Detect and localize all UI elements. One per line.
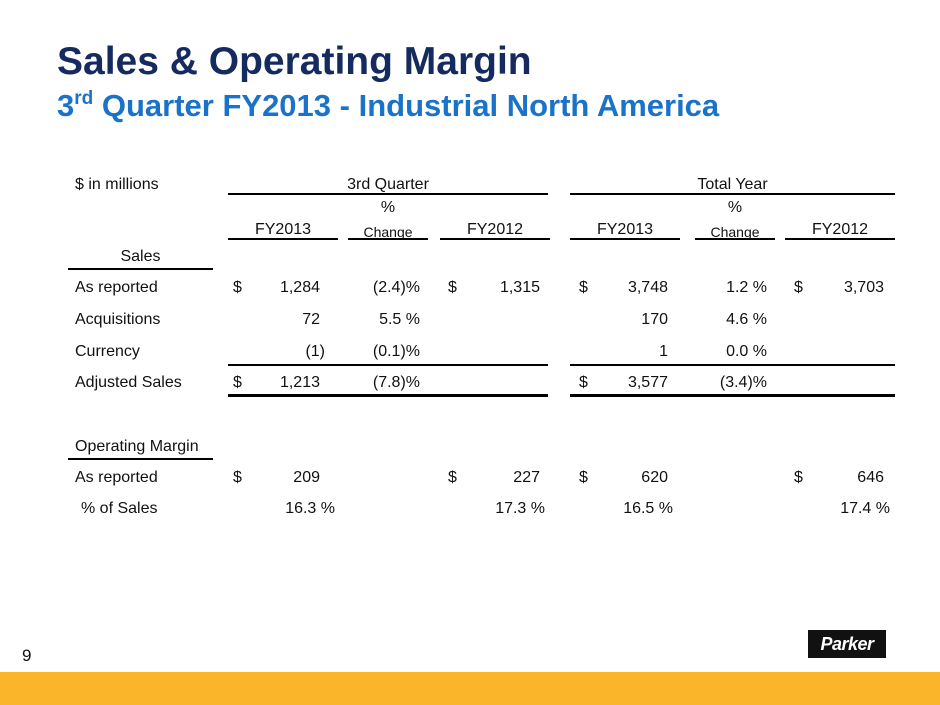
row-label: % of Sales	[81, 500, 158, 517]
col-q-pct-bottom: Change	[363, 224, 413, 240]
row-label: As reported	[75, 469, 158, 486]
dollar-sign: $	[794, 279, 803, 296]
row-label: Currency	[75, 343, 140, 360]
dollar-sign: $	[579, 279, 588, 296]
col-underline	[440, 238, 550, 240]
col-underline	[695, 238, 775, 240]
cell-q13: 72	[302, 311, 320, 328]
total-line	[570, 394, 895, 397]
dollar-sign: $	[448, 279, 457, 296]
cell-ychg: 0.0 %	[726, 343, 767, 360]
cell-q13: 209	[293, 469, 320, 486]
section-underline	[68, 268, 213, 270]
cell-qchg: (7.8)%	[372, 374, 420, 391]
dollar-sign: $	[579, 374, 588, 391]
dollar-sign: $	[579, 469, 588, 486]
cell-y13: 3,577	[627, 374, 668, 391]
section-sales: Sales	[120, 248, 161, 265]
cell-y13: 170	[641, 311, 668, 328]
cell-qchg: (0.1)%	[372, 343, 420, 360]
page-subtitle: 3rd Quarter FY2013 - Industrial North Am…	[57, 88, 719, 124]
cell-q13: (1)	[305, 343, 325, 360]
cell-q12: 1,315	[499, 279, 540, 296]
page-title: Sales & Operating Margin	[57, 40, 532, 83]
section-underline	[68, 458, 213, 460]
col-q-fy2013: FY2013	[254, 221, 312, 238]
col-underline	[785, 238, 895, 240]
parker-logo: Parker	[808, 630, 886, 658]
subtotal-line	[228, 364, 548, 366]
cell-ychg: 1.2 %	[726, 279, 767, 296]
col-q-fy2012: FY2012	[466, 221, 524, 238]
col-y-pct-top: %	[727, 199, 743, 216]
row-label: Acquisitions	[75, 311, 161, 328]
footer-bar	[0, 672, 940, 705]
col-y-fy2012: FY2012	[811, 221, 869, 238]
cell-ychg: 4.6 %	[726, 311, 767, 328]
cell-y13: 1	[659, 343, 668, 360]
cell-y12: 646	[857, 469, 884, 486]
cell-q12: 227	[513, 469, 540, 486]
row-label: Adjusted Sales	[75, 374, 182, 391]
cell-y13: 16.5 %	[623, 500, 673, 517]
dollar-sign: $	[233, 469, 242, 486]
col-y-fy2013: FY2013	[596, 221, 654, 238]
col-underline	[348, 238, 428, 240]
group-header-quarter: 3rd Quarter	[347, 176, 429, 193]
units-label: $ in millions	[75, 176, 159, 193]
group-underline-year	[570, 193, 895, 195]
cell-y13: 620	[641, 469, 668, 486]
cell-qchg: (2.4)%	[372, 279, 420, 296]
cell-ychg: (3.4)%	[719, 374, 767, 391]
dollar-sign: $	[448, 469, 457, 486]
group-underline-quarter	[228, 193, 548, 195]
group-header-year: Total Year	[697, 176, 768, 193]
cell-y13: 3,748	[627, 279, 668, 296]
dollar-sign: $	[233, 279, 242, 296]
total-line	[228, 394, 548, 397]
dollar-sign: $	[233, 374, 242, 391]
col-underline	[570, 238, 680, 240]
cell-q12: 17.3 %	[495, 500, 545, 517]
col-underline	[228, 238, 338, 240]
subtitle-number: 3	[57, 88, 75, 123]
dollar-sign: $	[794, 469, 803, 486]
cell-q13: 16.3 %	[285, 500, 335, 517]
col-q-pct-top: %	[380, 199, 396, 216]
row-label: As reported	[75, 279, 158, 296]
cell-q13: 1,213	[279, 374, 320, 391]
cell-q13: 1,284	[279, 279, 320, 296]
section-operating-margin: Operating Margin	[75, 438, 199, 455]
page-number: 9	[22, 646, 32, 665]
cell-y12: 17.4 %	[840, 500, 890, 517]
cell-y12: 3,703	[843, 279, 884, 296]
subtitle-text: Quarter FY2013 - Industrial North Americ…	[93, 88, 720, 123]
subtitle-ordinal: rd	[74, 88, 94, 109]
subtotal-line	[570, 364, 895, 366]
col-y-pct-bottom: Change	[710, 224, 760, 240]
cell-qchg: 5.5 %	[379, 311, 420, 328]
